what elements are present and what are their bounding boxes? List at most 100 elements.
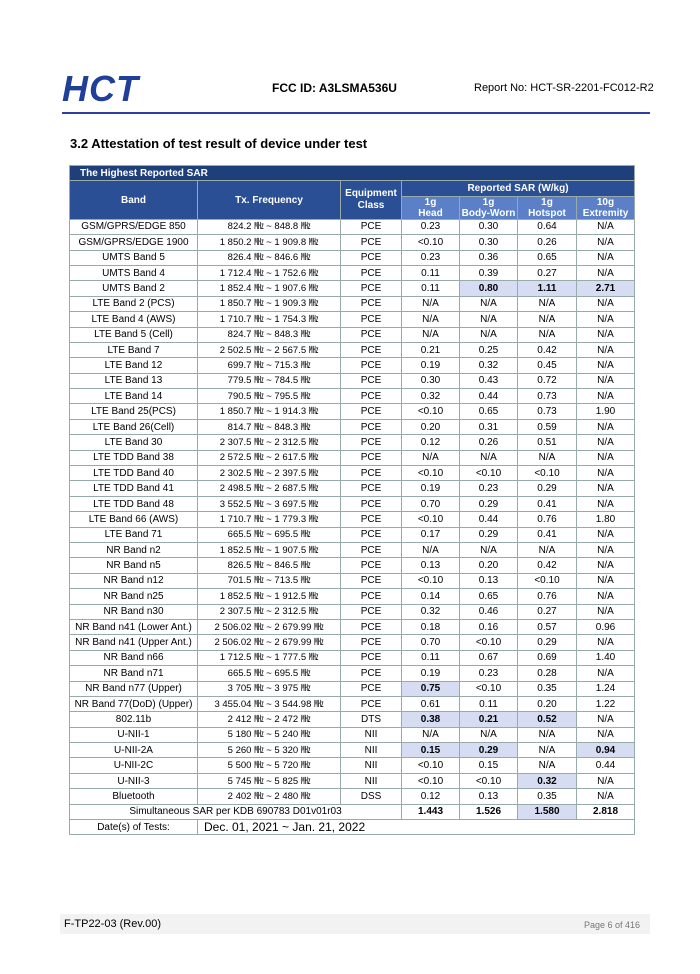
equipment-class: PCE bbox=[340, 280, 402, 297]
header-reported: Reported SAR (W/kg) bbox=[401, 180, 635, 197]
sar-head: <0.10 bbox=[401, 511, 460, 528]
equipment-class: PCE bbox=[340, 403, 402, 420]
table-row: LTE Band 26(Cell) 814.7 ㎒ ~ 848.3 ㎒ PCE 0.2… bbox=[69, 418, 635, 436]
sar-body-worn: 0.44 bbox=[459, 388, 518, 405]
sar-body-worn: 0.30 bbox=[459, 218, 518, 236]
sar-hotspot: 0.32 bbox=[517, 772, 577, 790]
sar-hotspot: 1.11 bbox=[517, 280, 577, 297]
sar-hotspot: 0.42 bbox=[517, 557, 577, 574]
equipment-class: NII bbox=[340, 757, 402, 774]
sar-extremity: N/A bbox=[576, 665, 635, 682]
band: UMTS Band 2 bbox=[69, 280, 198, 297]
sar-extremity: N/A bbox=[576, 603, 635, 620]
simultaneous-label: Simultaneous SAR per KDB 690783 D01v01r0… bbox=[69, 803, 402, 821]
sar-head: 0.21 bbox=[401, 341, 460, 359]
sar-head: N/A bbox=[401, 541, 460, 559]
table-row: NR Band n77 (Upper) 3 705 ㎒ ~ 3 975 ㎒ PCE 0… bbox=[69, 680, 635, 697]
sar-extremity: 1.22 bbox=[576, 695, 635, 713]
sar-head: 0.23 bbox=[401, 249, 460, 266]
sar-head: 0.32 bbox=[401, 388, 460, 405]
sub-header-line: Extremity bbox=[582, 207, 629, 219]
sar-body-worn: 0.20 bbox=[459, 557, 518, 574]
sar-head: N/A bbox=[401, 449, 460, 467]
band: LTE TDD Band 41 bbox=[69, 480, 198, 497]
sub-header-line: 10g bbox=[596, 196, 615, 208]
table-row: LTE Band 2 (PCS) 1 850.7 ㎒ ~ 1 909.3 ㎒ PCE… bbox=[69, 295, 635, 313]
band: Bluetooth bbox=[69, 788, 198, 805]
sar-head: 0.32 bbox=[401, 603, 460, 620]
sar-head: 0.61 bbox=[401, 695, 460, 713]
table-row: NR Band n41 (Upper Ant.) 2 506.02 ㎒ ~ 2 6… bbox=[69, 634, 635, 651]
sar-head: 0.70 bbox=[401, 495, 460, 513]
sar-table: The Highest Reported SAR Band Tx. Freque… bbox=[69, 164, 635, 836]
sar-hotspot: 0.42 bbox=[517, 341, 577, 359]
sar-hotspot: 0.45 bbox=[517, 357, 577, 374]
sar-extremity: N/A bbox=[576, 295, 635, 313]
sar-body-worn: 0.23 bbox=[459, 665, 518, 682]
equipment-class: PCE bbox=[340, 418, 402, 436]
sar-body-worn: 0.36 bbox=[459, 249, 518, 266]
sar-body-worn: 0.15 bbox=[459, 757, 518, 774]
table-row: NR Band n12 701.5 ㎒ ~ 713.5 ㎒ PCE <0.10 0.13… bbox=[69, 572, 635, 590]
sub-header-line: Hotspot bbox=[528, 207, 566, 219]
sar-body-worn: 0.43 bbox=[459, 372, 518, 390]
sar-extremity: N/A bbox=[576, 526, 635, 543]
sar-extremity: N/A bbox=[576, 357, 635, 374]
equipment-class: PCE bbox=[340, 357, 402, 374]
equipment-class: PCE bbox=[340, 526, 402, 543]
table-row: LTE Band 30 2 307.5 ㎒ ~ 2 312.5 ㎒ PCE 0.12 0… bbox=[69, 434, 635, 451]
table-row: NR Band n66 1 712.5 ㎒ ~ 1 777.5 ㎒ PCE 0.11 0… bbox=[69, 649, 635, 667]
table-row: NR Band n41 (Lower Ant.) 2 506.02 ㎒ ~ 2 6… bbox=[69, 618, 635, 636]
sar-extremity: N/A bbox=[576, 726, 635, 744]
band: LTE TDD Band 38 bbox=[69, 449, 198, 467]
sar-hotspot: N/A bbox=[517, 326, 577, 343]
sar-hotspot: 0.76 bbox=[517, 511, 577, 528]
frequency: 2 302.5 ㎒ ~ 2 397.5 ㎒ bbox=[197, 465, 341, 482]
sar-hotspot: N/A bbox=[517, 757, 577, 774]
table-caption: The Highest Reported SAR bbox=[69, 164, 635, 182]
sar-hotspot: 0.73 bbox=[517, 403, 577, 420]
table-row: LTE TDD Band 40 2 302.5 ㎒ ~ 2 397.5 ㎒ PCE <… bbox=[69, 465, 635, 482]
sar-body-worn: 0.65 bbox=[459, 588, 518, 605]
band: LTE Band 25(PCS) bbox=[69, 403, 198, 420]
sar-hotspot: 0.52 bbox=[517, 711, 577, 728]
sar-extremity: N/A bbox=[576, 311, 635, 328]
sar-body-worn: <0.10 bbox=[459, 465, 518, 482]
band: LTE Band 13 bbox=[69, 372, 198, 390]
band: LTE Band 12 bbox=[69, 357, 198, 374]
band: NR Band n41 (Lower Ant.) bbox=[69, 618, 198, 636]
frequency: 1 712.4 ㎒ ~ 1 752.6 ㎒ bbox=[197, 264, 341, 282]
frequency: 3 455.04 ㎒ ~ 3 544.98 ㎒ bbox=[197, 695, 341, 713]
sar-extremity: N/A bbox=[576, 234, 635, 251]
sar-body-worn: 0.31 bbox=[459, 418, 518, 436]
sar-body-worn: <0.10 bbox=[459, 634, 518, 651]
sar-body-worn: 0.16 bbox=[459, 618, 518, 636]
sar-body-worn: 0.32 bbox=[459, 357, 518, 374]
sar-head: 0.11 bbox=[401, 280, 460, 297]
sar-hotspot: N/A bbox=[517, 295, 577, 313]
frequency: 826.4 ㎒ ~ 846.6 ㎒ bbox=[197, 249, 341, 266]
band: LTE Band 2 (PCS) bbox=[69, 295, 198, 313]
sub-header: 10g Extremity bbox=[576, 195, 635, 220]
sar-body-worn: 0.46 bbox=[459, 603, 518, 620]
sar-body-worn: 0.29 bbox=[459, 495, 518, 513]
sar-hotspot: 0.59 bbox=[517, 418, 577, 436]
sar-head: 0.19 bbox=[401, 357, 460, 374]
sar-body-worn: N/A bbox=[459, 541, 518, 559]
band: UMTS Band 5 bbox=[69, 249, 198, 266]
frequency: 2 307.5 ㎒ ~ 2 312.5 ㎒ bbox=[197, 434, 341, 451]
band: NR Band n41 (Upper Ant.) bbox=[69, 634, 198, 651]
header-rule bbox=[62, 112, 650, 114]
sar-hotspot: 0.73 bbox=[517, 388, 577, 405]
table-row: NR Band n2 1 852.5 ㎒ ~ 1 907.5 ㎒ PCE N/A N/A… bbox=[69, 541, 635, 559]
sar-extremity: 1.80 bbox=[576, 511, 635, 528]
sar-head: 0.15 bbox=[401, 742, 460, 759]
frequency: 1 712.5 ㎒ ~ 1 777.5 ㎒ bbox=[197, 649, 341, 667]
band: NR Band n2 bbox=[69, 541, 198, 559]
frequency: 1 852.4 ㎒ ~ 1 907.6 ㎒ bbox=[197, 280, 341, 297]
table-row: LTE Band 25(PCS) 1 850.7 ㎒ ~ 1 914.3 ㎒ PCE… bbox=[69, 403, 635, 420]
sub-header-line: Head bbox=[418, 207, 443, 219]
sar-extremity: N/A bbox=[576, 495, 635, 513]
sar-hotspot: 0.72 bbox=[517, 372, 577, 390]
band: NR Band n30 bbox=[69, 603, 198, 620]
